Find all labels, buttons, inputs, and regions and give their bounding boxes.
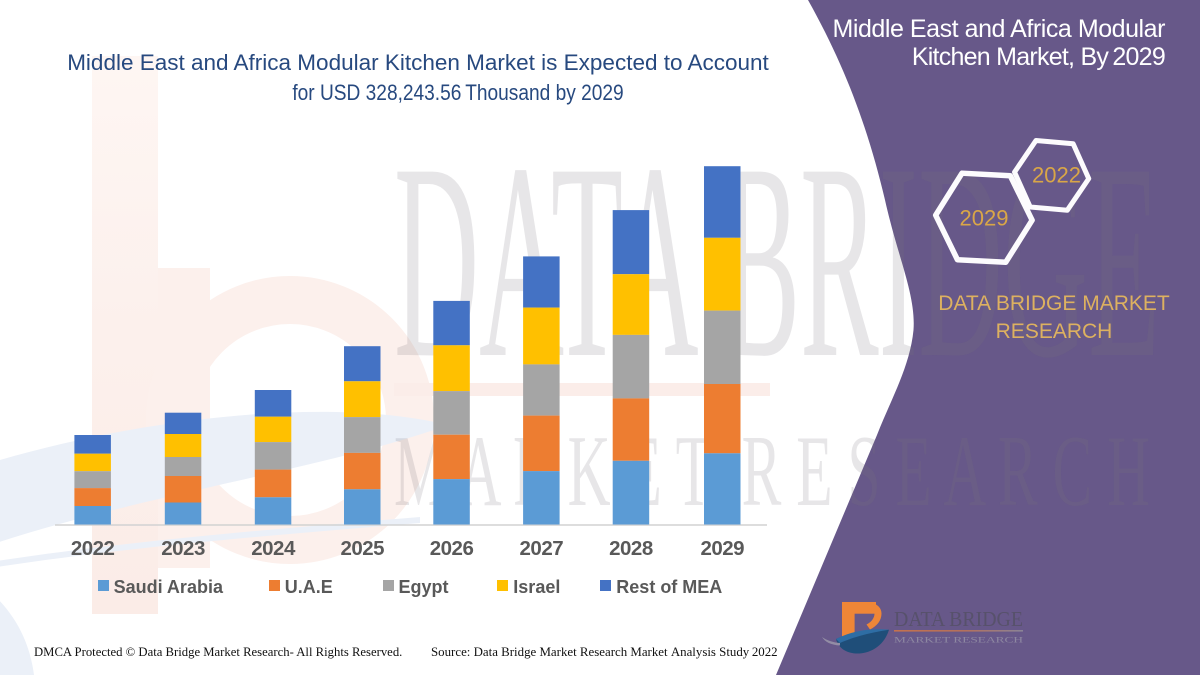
svg-text:DATA BRIDGE: DATA BRIDGE xyxy=(894,607,1023,631)
svg-text:2029: 2029 xyxy=(960,206,1009,231)
svg-text:MARKET RESEARCH: MARKET RESEARCH xyxy=(894,634,1024,644)
svg-text:2022: 2022 xyxy=(1032,163,1081,188)
svg-text:M A R K E T R E S E A R C H: M A R K E T R E S E A R C H xyxy=(394,415,1150,528)
